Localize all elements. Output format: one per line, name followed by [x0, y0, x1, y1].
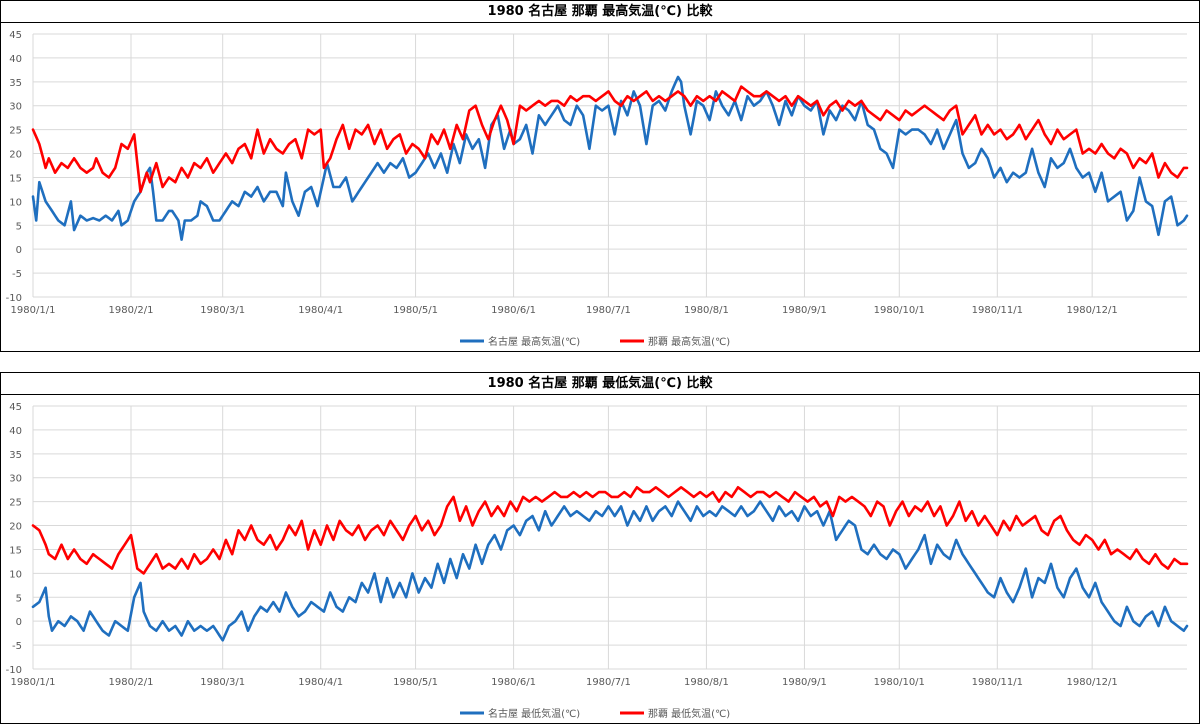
x-tick-label: 1980/1/1 — [11, 677, 56, 688]
legend-label-0: 名古屋 最高気温(℃) — [488, 335, 580, 348]
y-tick-label: 20 — [9, 522, 22, 533]
y-tick-label: -10 — [6, 293, 22, 304]
x-tick-label: 1980/1/1 — [11, 305, 56, 316]
chart-title: 1980 名古屋 那覇 最低気温(℃) 比較 — [1, 373, 1199, 395]
x-tick-label: 1980/7/1 — [586, 305, 631, 316]
chart-title: 1980 名古屋 那覇 最高気温(℃) 比較 — [1, 1, 1199, 23]
y-tick-label: 30 — [9, 102, 22, 113]
series-line-1 — [31, 486, 1189, 575]
chart-panel-min-temp: 1980 名古屋 那覇 最低気温(℃) 比較 45 40 35 30 25 20 15 10 5… — [0, 372, 1200, 724]
y-tick-label: 0 — [16, 245, 22, 256]
x-tick-label: 1980/11/1 — [972, 677, 1023, 688]
x-tick-label: 1980/7/1 — [586, 677, 631, 688]
y-tick-label: 40 — [9, 426, 22, 437]
y-tick-label: 30 — [9, 474, 22, 485]
y-tick-label: -5 — [12, 641, 22, 652]
x-tick-label: 1980/8/1 — [684, 677, 729, 688]
y-tick-label: -10 — [6, 665, 22, 676]
y-tick-label: 35 — [9, 78, 22, 89]
x-tick-label: 1980/3/1 — [200, 677, 245, 688]
y-tick-label: 10 — [9, 569, 22, 580]
y-tick-label: 15 — [9, 173, 22, 184]
legend-label-1: 那覇 最低気温(℃) — [648, 707, 730, 720]
chart-panel-max-temp: 1980 名古屋 那覇 最高気温(℃) 比較 45 40 35 30 25 20 15 10 5… — [0, 0, 1200, 352]
x-tick-label: 1980/6/1 — [491, 677, 536, 688]
x-tick-label: 1980/3/1 — [200, 305, 245, 316]
y-tick-label: 20 — [9, 150, 22, 161]
x-tick-label: 1980/8/1 — [684, 305, 729, 316]
x-tick-label: 1980/12/1 — [1067, 677, 1118, 688]
x-tick-label: 1980/12/1 — [1067, 305, 1118, 316]
y-tick-label: 45 — [9, 30, 22, 41]
x-tick-label: 1980/10/1 — [874, 305, 925, 316]
y-tick-label: 25 — [9, 498, 22, 509]
legend-label-0: 名古屋 最低気温(℃) — [488, 707, 580, 720]
x-tick-label: 1980/6/1 — [491, 305, 536, 316]
x-tick-label: 1980/2/1 — [109, 677, 154, 688]
x-tick-label: 1980/4/1 — [298, 677, 343, 688]
y-tick-label: 15 — [9, 545, 22, 556]
y-tick-label: 5 — [16, 593, 22, 604]
series-line-0 — [31, 500, 1189, 642]
x-tick-label: 1980/9/1 — [782, 305, 827, 316]
y-tick-label: 10 — [9, 197, 22, 208]
y-tick-label: 45 — [9, 402, 22, 413]
y-tick-label: 5 — [16, 221, 22, 232]
y-tick-label: -5 — [12, 269, 22, 280]
x-tick-label: 1980/9/1 — [782, 677, 827, 688]
x-tick-label: 1980/5/1 — [393, 305, 438, 316]
x-tick-label: 1980/5/1 — [393, 677, 438, 688]
series-line-0 — [31, 75, 1189, 241]
y-tick-label: 35 — [9, 450, 22, 461]
series-line-1 — [31, 85, 1189, 194]
x-tick-label: 1980/2/1 — [109, 305, 154, 316]
x-tick-label: 1980/11/1 — [972, 305, 1023, 316]
x-tick-label: 1980/4/1 — [298, 305, 343, 316]
y-tick-label: 40 — [9, 54, 22, 65]
y-tick-label: 25 — [9, 126, 22, 137]
legend-label-1: 那覇 最高気温(℃) — [648, 335, 730, 348]
y-tick-label: 0 — [16, 617, 22, 628]
x-tick-label: 1980/10/1 — [874, 677, 925, 688]
